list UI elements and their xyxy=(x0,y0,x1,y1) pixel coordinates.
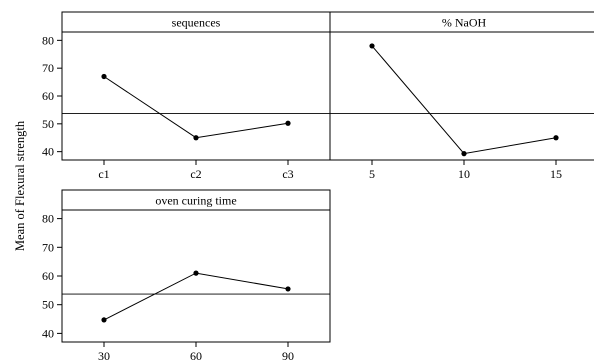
x-tick-label: c1 xyxy=(98,167,109,181)
x-tick-label: 5 xyxy=(369,167,375,181)
y-tick-label: 60 xyxy=(42,269,54,283)
x-tick-label: 60 xyxy=(190,349,202,361)
panels: sequences 40 50 60 70 80 c1 c2 c3 % NaOH 5 10 15 oven… xyxy=(42,11,594,361)
panel-1-frame xyxy=(61,31,331,161)
x-tick-label: 30 xyxy=(98,349,110,361)
panel-3-frame xyxy=(61,209,331,343)
y-tick-label: 40 xyxy=(42,145,54,159)
y-tick-label: 80 xyxy=(42,33,54,47)
panel-1: sequences 40 50 60 70 80 c1 c2 c3 xyxy=(42,11,331,181)
x-tick-label: 90 xyxy=(282,349,294,361)
x-tick-label: 15 xyxy=(550,167,562,181)
x-tick-label: c2 xyxy=(190,167,201,181)
panel-1-series-line xyxy=(103,76,289,139)
panel-1-title: sequences xyxy=(172,16,221,30)
panel-2-series-line xyxy=(371,45,557,155)
data-point xyxy=(285,286,291,292)
data-point xyxy=(461,151,467,157)
panel-3: oven curing time 40 50 60 70 80 30 60 90 xyxy=(42,189,331,361)
x-tick-label: 10 xyxy=(458,167,470,181)
y-tick-label: 50 xyxy=(42,117,54,131)
data-point xyxy=(101,317,107,323)
x-tick-label: c3 xyxy=(282,167,293,181)
panel-3-series-line xyxy=(103,272,289,321)
data-point xyxy=(369,43,375,49)
data-point xyxy=(193,135,199,141)
data-point xyxy=(101,73,107,80)
data-point xyxy=(553,135,559,141)
y-tick-label: 80 xyxy=(42,212,54,226)
panel-2-frame xyxy=(329,31,594,161)
panel-2: % NaOH 5 10 15 xyxy=(329,11,594,181)
y-tick-label: 50 xyxy=(42,298,54,312)
y-tick-label: 60 xyxy=(42,89,54,103)
data-point xyxy=(193,270,199,276)
y-tick-label: 70 xyxy=(42,240,54,254)
y-axis-label: Mean of Flexural strength xyxy=(13,120,27,251)
y-tick-label: 40 xyxy=(42,326,54,340)
panel-3-title: oven curing time xyxy=(155,194,236,208)
data-point xyxy=(285,120,291,126)
y-tick-label: 70 xyxy=(42,61,54,75)
panel-2-title: % NaOH xyxy=(442,16,487,30)
